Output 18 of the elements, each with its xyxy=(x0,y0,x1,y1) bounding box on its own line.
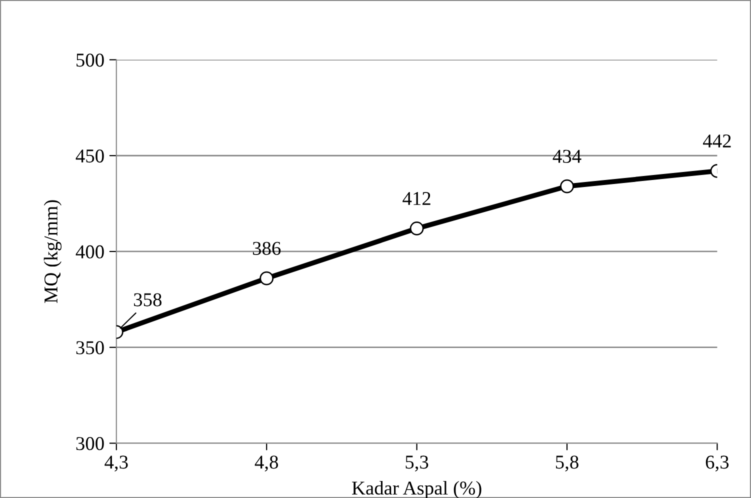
point xyxy=(260,271,274,286)
y-axis-title: MQ (kg/mm) xyxy=(44,200,62,304)
data-label: 358 xyxy=(134,293,162,306)
x-tick-label: 5,8 xyxy=(556,456,578,472)
x-tick-label: 4,8 xyxy=(254,456,278,472)
y-tick-label: 450 xyxy=(76,149,104,163)
y-tick-label: 400 xyxy=(76,245,104,258)
y-tick-label: 300 xyxy=(76,437,104,450)
data-label: 442 xyxy=(703,134,731,148)
y-tick-label: 500 xyxy=(76,54,104,67)
data-label: 434 xyxy=(552,150,582,163)
x-tick-label: 5,3 xyxy=(406,456,428,472)
y-tick-label: 350 xyxy=(76,341,104,354)
point xyxy=(410,222,424,236)
data-label: 412 xyxy=(402,192,430,205)
x-tick-label: 6,3 xyxy=(706,456,729,472)
x-tick-label: 4,3 xyxy=(104,456,128,472)
data-label: 386 xyxy=(252,242,281,255)
